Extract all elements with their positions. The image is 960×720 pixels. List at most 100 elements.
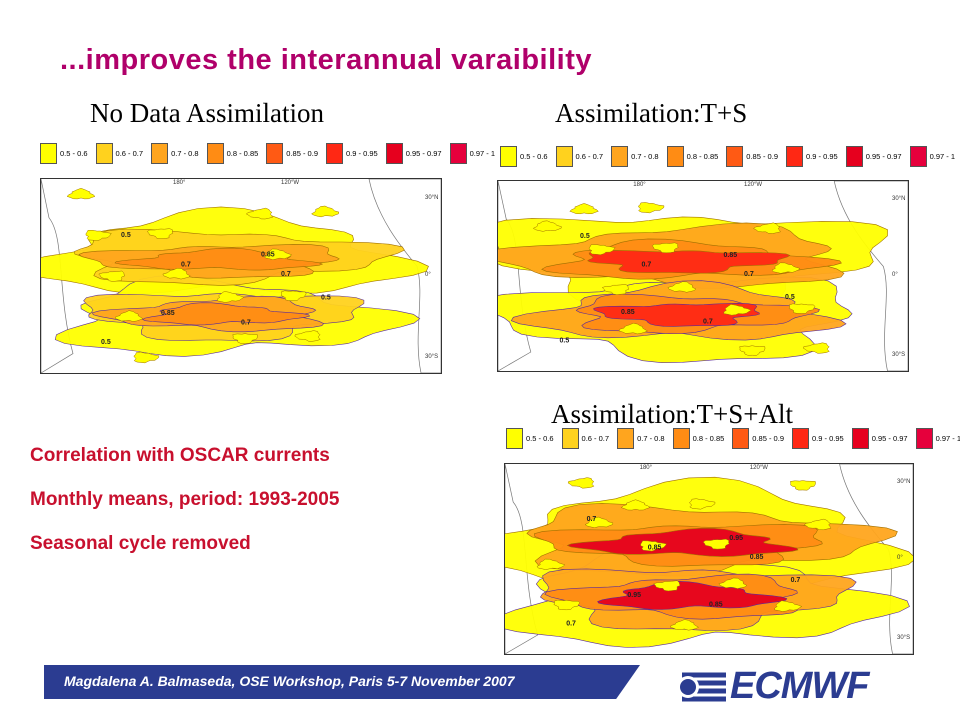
map-axis-label: 30°S <box>897 635 911 641</box>
correlation-patch <box>532 220 562 232</box>
legend-label: 0.8 - 0.85 <box>692 433 725 443</box>
contour-label: 0.7 <box>566 621 576 628</box>
correlation-patch <box>567 477 595 489</box>
legend-swatch <box>909 145 927 167</box>
correlation-band <box>566 527 799 557</box>
legend-swatch <box>792 427 809 449</box>
contour-label: 0.7 <box>744 271 754 278</box>
legend-label: 0.6 - 0.7 <box>575 151 604 161</box>
correlation-patch <box>98 270 125 282</box>
correlation-patch <box>689 498 716 510</box>
legend-swatch <box>915 427 933 449</box>
map-axis-label: 30°N <box>892 196 906 203</box>
correlation-patch <box>667 281 697 293</box>
map-axis-label: 0° <box>425 272 431 279</box>
legend-swatch <box>851 427 869 449</box>
correlation-patch <box>739 345 766 356</box>
contour-label: 0.85 <box>621 309 635 316</box>
note-seasonal: Seasonal cycle removed <box>30 533 251 554</box>
correlation-patch <box>788 303 816 314</box>
legend-label: 0.85 - 0.9 <box>752 433 784 443</box>
legend-label: 0.97 - 1 <box>469 148 495 158</box>
legend-1: 0.5 - 0.6 0.6 - 0.7 0.7 - 0.8 0.8 - 0.85 0.8… <box>40 142 503 164</box>
panel-title-ts: Assimilation:T+S <box>555 98 748 128</box>
panel-title-ts-alt: Assimilation:T+S+Alt <box>551 399 793 429</box>
legend-item: 0.85 - 0.9 <box>266 142 318 164</box>
contour-label: 0.85 <box>261 252 275 259</box>
contour-label: 0.7 <box>703 319 713 326</box>
legend-item: 0.7 - 0.8 <box>617 427 665 449</box>
map-axis-label: 180° <box>639 465 653 471</box>
correlation-band <box>593 302 760 327</box>
legend-label: 0.7 - 0.8 <box>631 151 659 161</box>
legend-2: 0.5 - 0.6 0.6 - 0.7 0.7 - 0.8 0.8 - 0.85 0.8… <box>500 145 960 167</box>
correlation-map-svg: 0.5 0.7 0.85 0.7 0.85 0.7 0.5 0.5 <box>41 179 441 373</box>
notes: Correlation with OSCAR currents Monthly … <box>30 440 339 572</box>
contour-label: 0.5 <box>785 294 795 301</box>
legend-label: 0.97 - 1 <box>935 433 960 443</box>
correlation-patch <box>620 499 651 511</box>
map-axis-label: 30°N <box>897 479 911 486</box>
contour-label: 0.95 <box>729 535 743 542</box>
correlation-patch <box>146 228 174 239</box>
correlation-patch <box>569 203 599 215</box>
legend-item: 0.8 - 0.85 <box>666 145 719 167</box>
legend-item: 0.9 - 0.95 <box>792 427 844 449</box>
legend-label: 0.7 - 0.8 <box>637 433 665 443</box>
legend-item: 0.6 - 0.7 <box>561 427 609 449</box>
correlation-patch <box>640 540 667 552</box>
legend-3: 0.5 - 0.6 0.6 - 0.7 0.7 - 0.8 0.8 - 0.85 0.8… <box>506 427 960 449</box>
footer-bar <box>44 665 640 699</box>
legend-swatch <box>266 142 284 164</box>
legend-item: 0.5 - 0.6 <box>500 145 548 167</box>
correlation-patch <box>771 262 801 274</box>
legend-label: 0.8 - 0.85 <box>686 151 719 161</box>
slide-title: ...improves the interannual varaibility <box>60 44 592 76</box>
legend-label: 0.95 - 0.97 <box>871 433 908 443</box>
map-axis-label: 0° <box>897 555 903 562</box>
landmass-west <box>498 181 532 371</box>
footer: Magdalena A. Balmaseda, OSE Workshop, Pa… <box>0 665 960 720</box>
contour-label: 0.7 <box>587 516 597 523</box>
correlation-patch <box>85 230 112 242</box>
map-axis-label: 120°W <box>744 182 763 188</box>
note-correlation: Correlation with OSCAR currents <box>30 445 330 466</box>
legend-swatch <box>206 142 224 164</box>
legend-swatch <box>786 145 803 167</box>
contour-label: 0.95 <box>627 592 641 599</box>
correlation-patch <box>114 310 144 322</box>
contour-label: 0.5 <box>580 233 590 240</box>
legend-item: 0.9 - 0.95 <box>786 145 838 167</box>
contour-label: 0.5 <box>121 232 131 239</box>
panel-title-no-assimilation: No Data Assimilation <box>90 98 324 128</box>
legend-item: 0.5 - 0.6 <box>506 427 554 449</box>
legend-swatch <box>672 427 690 449</box>
correlation-patch <box>653 580 681 592</box>
legend-label: 0.5 - 0.6 <box>520 151 548 161</box>
legend-swatch <box>151 142 169 164</box>
correlation-patch <box>310 205 340 218</box>
correlation-patch <box>803 518 832 531</box>
correlation-patch <box>651 242 679 254</box>
legend-label: 0.9 - 0.95 <box>812 433 844 443</box>
legend-item: 0.6 - 0.7 <box>95 142 143 164</box>
map-axis-label: 180° <box>173 180 186 186</box>
correlation-patch <box>670 619 700 631</box>
correlation-patch <box>536 558 566 570</box>
map-axis-label: 180° <box>633 182 646 188</box>
correlation-map-svg: 0.5 0.7 0.85 0.7 0.85 0.7 0.5 0.5 <box>498 181 908 371</box>
correlation-patch <box>162 268 191 280</box>
legend-swatch <box>500 145 517 167</box>
map-assimilation-ts: 0.5 0.7 0.85 0.7 0.85 0.7 0.5 0.5 180° 120°W 30°N 0… <box>497 180 909 372</box>
correlation-band <box>141 302 311 326</box>
legend-label: 0.7 - 0.8 <box>171 148 199 158</box>
legend-swatch <box>95 142 113 164</box>
correlation-patch <box>133 351 160 364</box>
contour-label: 0.7 <box>181 261 191 268</box>
contour-label: 0.7 <box>791 577 801 584</box>
correlation-patch <box>245 207 274 220</box>
correlation-patch <box>294 330 321 342</box>
legend-swatch <box>726 145 744 167</box>
legend-swatch <box>666 145 684 167</box>
correlation-band <box>587 250 791 274</box>
